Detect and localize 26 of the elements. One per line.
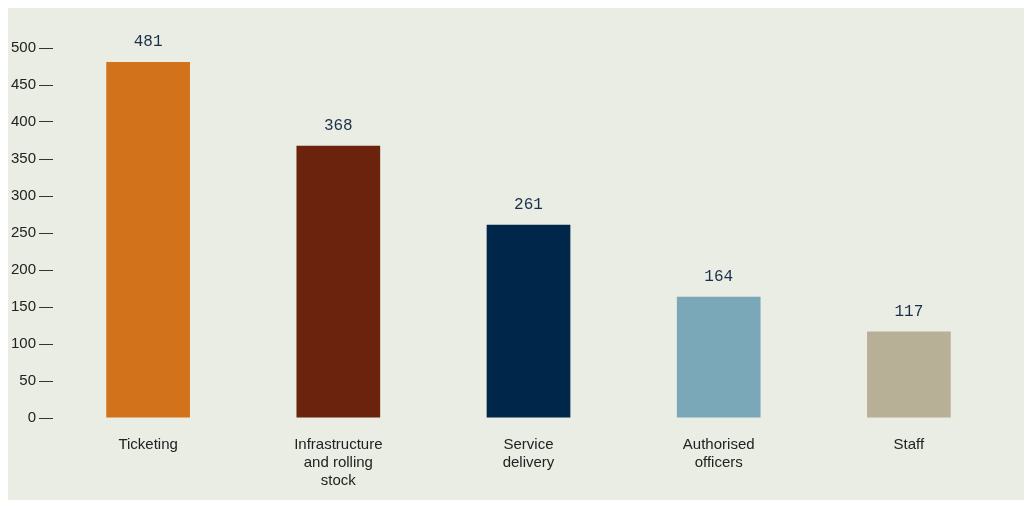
data-label: 368 xyxy=(323,116,353,135)
y-tick-label: 200 xyxy=(11,260,37,278)
y-tick-label: 0 xyxy=(27,408,37,426)
x-tick-label: Staff xyxy=(893,435,926,453)
data-label: 164 xyxy=(704,267,734,286)
y-tick-label: 500 xyxy=(11,38,37,56)
y-tick-label: 250 xyxy=(11,223,37,241)
y-tick-label: 50 xyxy=(19,371,37,389)
bar xyxy=(676,296,761,418)
y-tick-label: 350 xyxy=(11,149,37,167)
x-tick-label: Service delivery xyxy=(502,435,555,471)
x-tick-label: Ticketing xyxy=(118,435,178,453)
y-tick-label: 100 xyxy=(11,334,37,352)
data-label: 481 xyxy=(133,33,163,52)
bar xyxy=(296,145,381,418)
data-label: 117 xyxy=(894,302,924,321)
y-tick-label: 150 xyxy=(11,297,37,315)
bar xyxy=(486,224,571,418)
y-tick-label: 450 xyxy=(11,75,37,93)
bar xyxy=(106,62,190,418)
x-tick-label: Infrastructure and rolling stock xyxy=(294,435,383,489)
data-label: 261 xyxy=(514,196,543,215)
x-tick-label: Authorised officers xyxy=(682,435,755,471)
y-tick-label: 300 xyxy=(11,186,37,204)
bar xyxy=(867,331,951,418)
y-tick-label: 400 xyxy=(11,112,37,130)
